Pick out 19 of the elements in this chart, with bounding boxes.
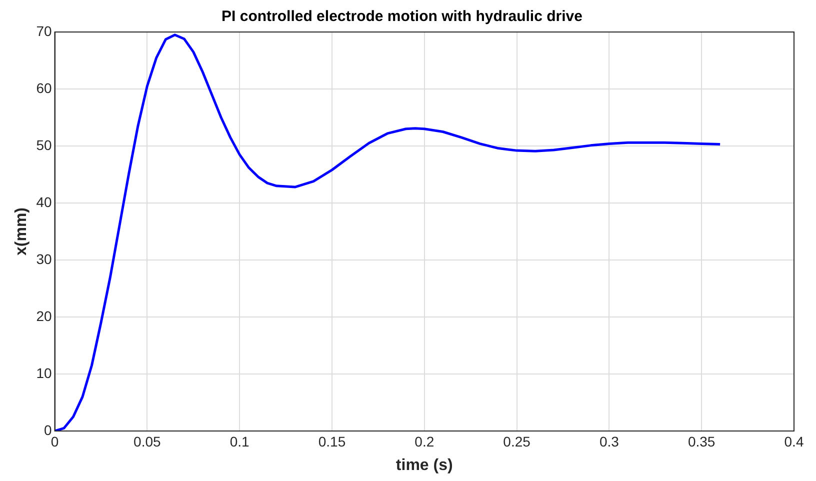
x-tick-label: 0.1 (230, 433, 250, 450)
x-tick-label: 0.2 (414, 433, 434, 450)
y-tick-label: 70 (36, 22, 52, 39)
x-tick-label: 0.05 (134, 433, 162, 450)
y-tick-label: 60 (36, 80, 52, 96)
y-axis-title: x(mm) (13, 207, 30, 256)
x-tick-label: 0.15 (318, 433, 346, 450)
y-tick-label: 0 (44, 422, 52, 438)
x-tick-label: 0.25 (503, 433, 531, 450)
y-tick-label: 10 (36, 364, 52, 381)
x-tick-label: 0.3 (599, 433, 620, 450)
chart-title: PI controlled electrode motion with hydraulic drive (222, 8, 582, 26)
y-tick-label: 20 (36, 308, 52, 324)
x-axis-title: time (s) (396, 456, 453, 474)
y-tick-label: 50 (36, 136, 52, 153)
x-tick-label: 0.35 (688, 433, 716, 450)
y-tick-label: 30 (36, 250, 52, 267)
y-tick-label: 40 (36, 194, 52, 210)
x-tick-label: 0.4 (784, 433, 804, 450)
